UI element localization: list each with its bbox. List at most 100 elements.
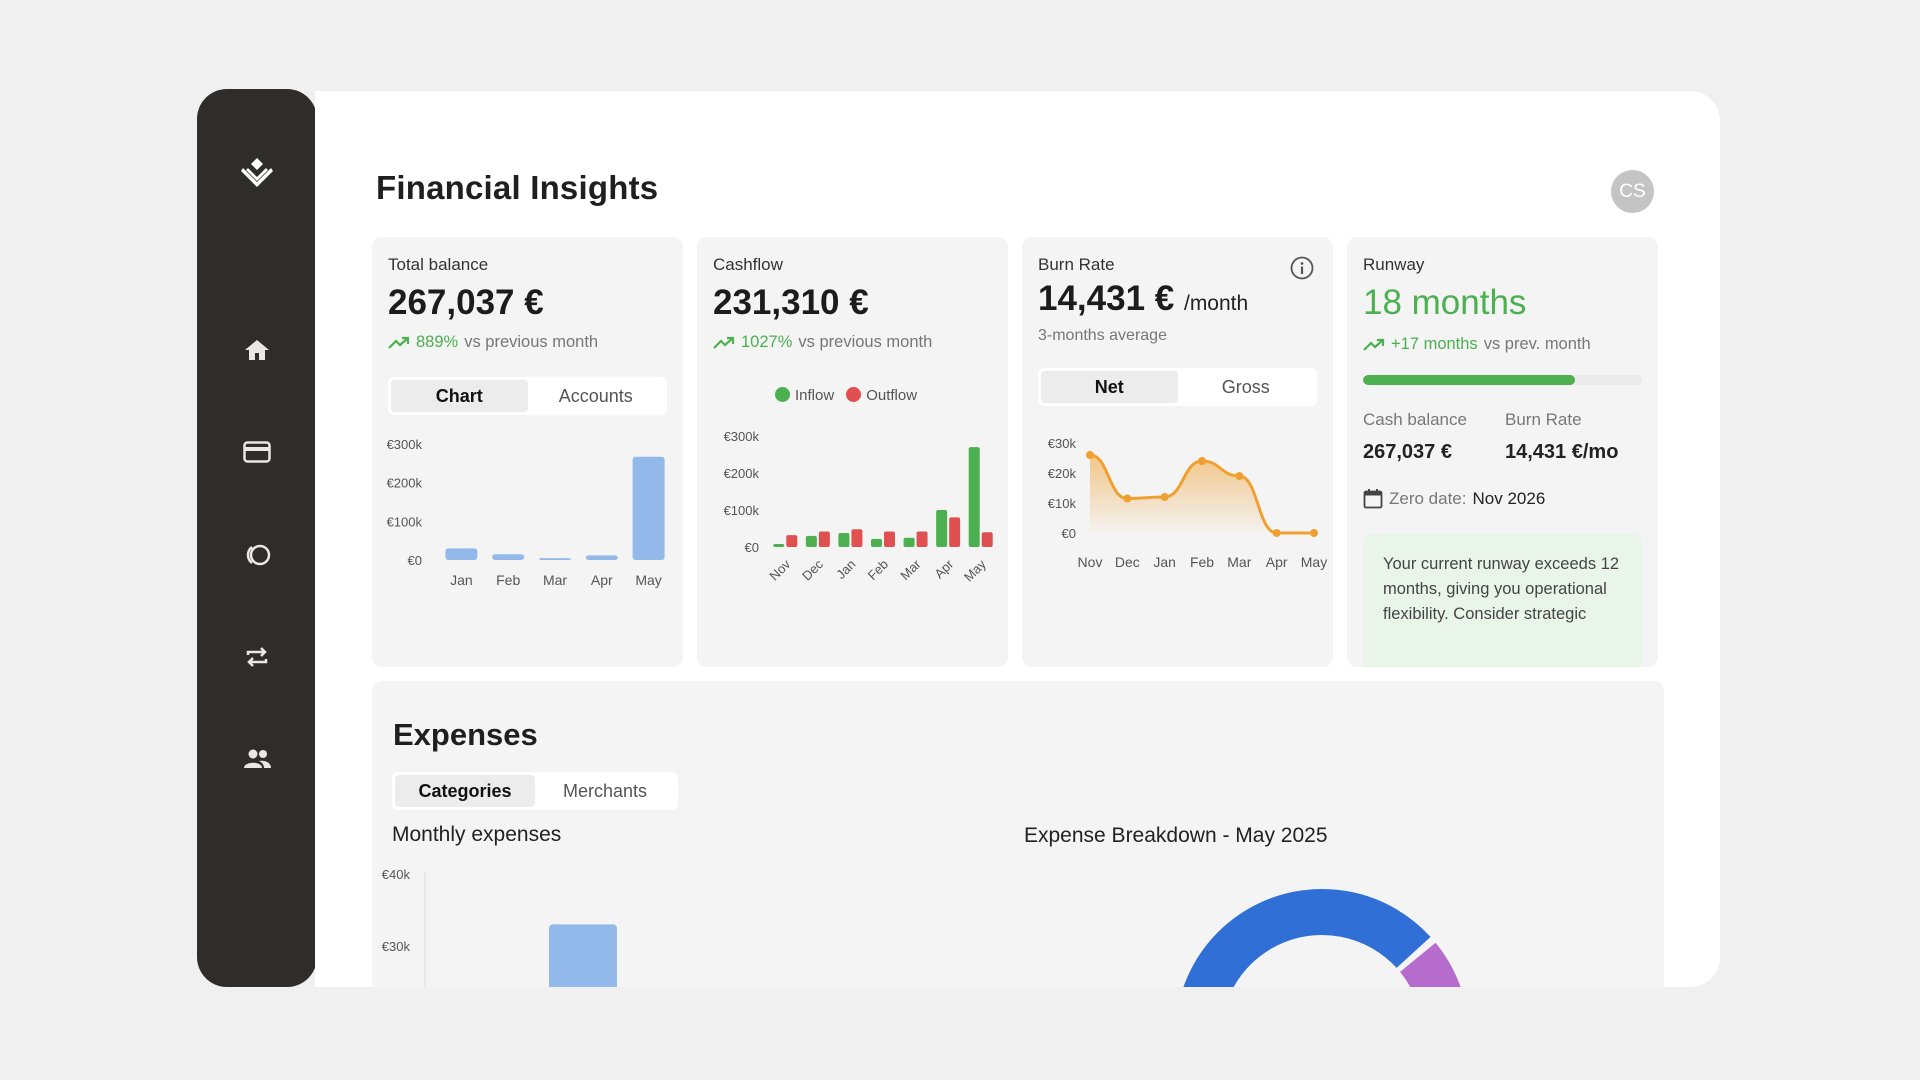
main-content: Financial Insights CS Total balance 267,… xyxy=(315,91,1720,987)
sidebar xyxy=(197,89,317,987)
donut-slice xyxy=(1183,889,1431,987)
burn-rate-chart: €0 €10k €20k €30k Nov Dec Jan Feb Mar Apr May xyxy=(1048,436,1327,570)
expense-breakdown-title: Expense Breakdown - May 2025 xyxy=(1024,824,1328,847)
bar xyxy=(585,555,618,560)
x-tick-label: Jan xyxy=(1153,554,1176,570)
bar xyxy=(539,558,571,560)
x-tick-label: May xyxy=(635,572,661,588)
zero-date-value: Nov 2026 xyxy=(1472,489,1546,508)
x-tick-label: Apr xyxy=(931,556,956,581)
data-point xyxy=(1272,529,1281,537)
delta-pct: 1027% xyxy=(741,333,793,351)
logo-icon[interactable] xyxy=(234,150,280,196)
bar xyxy=(632,456,665,560)
data-point xyxy=(1123,494,1132,503)
inflow-bar xyxy=(805,535,817,547)
inflow-bar xyxy=(936,510,948,547)
outflow-bar xyxy=(884,531,895,547)
burn-subtitle: 3-months average xyxy=(1038,327,1167,344)
people-icon[interactable] xyxy=(234,736,280,782)
tab-net[interactable]: Net xyxy=(1041,371,1178,403)
runway-progress-bar xyxy=(1363,375,1642,385)
total-balance-card: Total balance 267,037 € 889% vs previous… xyxy=(372,237,683,667)
home-icon[interactable] xyxy=(234,327,280,373)
x-tick-label: Feb xyxy=(496,572,520,588)
y-tick-label: €30k xyxy=(1048,436,1077,451)
inflow-bar xyxy=(838,532,850,547)
y-tick-label: €0 xyxy=(1062,526,1076,541)
tab-gross[interactable]: Gross xyxy=(1221,376,1270,397)
expenses-title: Expenses xyxy=(393,717,538,752)
outflow-bar xyxy=(949,517,961,547)
card-value: 14,431 € /month xyxy=(1038,279,1248,319)
card-value: 231,310 € xyxy=(713,283,869,322)
trend-up-icon xyxy=(388,336,410,349)
y-tick-label: €20k xyxy=(1048,466,1077,481)
y-tick-label: €200k xyxy=(724,466,760,481)
x-tick-label: Nov xyxy=(1078,554,1103,570)
legend-outflow[interactable]: Outflow xyxy=(846,387,917,404)
y-tick-label: €30k xyxy=(382,939,411,954)
legend-outflow-label: Outflow xyxy=(866,387,918,404)
info-icon[interactable] xyxy=(1289,255,1315,281)
legend-inflow-label: Inflow xyxy=(795,387,835,404)
delta-row: +17 months vs prev. month xyxy=(1363,335,1591,354)
runway-card: Runway 18 months +17 months vs prev. mon… xyxy=(1347,237,1658,667)
tab-accounts[interactable]: Accounts xyxy=(558,385,633,406)
monthly-expenses-title: Monthly expenses xyxy=(392,823,562,846)
data-point xyxy=(1310,529,1318,537)
tab-merchants[interactable]: Merchants xyxy=(562,780,648,801)
outflow-bar xyxy=(981,532,993,547)
data-point xyxy=(1235,472,1244,480)
outflow-bar xyxy=(786,535,798,547)
avatar[interactable]: CS xyxy=(1611,170,1654,213)
trend-up-icon xyxy=(1363,338,1385,351)
x-tick-label: Mar xyxy=(1227,554,1251,570)
y-tick-label: €100k xyxy=(387,514,423,529)
delta-text: vs prev. month xyxy=(1483,335,1591,353)
categories-merchants-toggle: Categories Merchants xyxy=(392,772,678,810)
circles-icon[interactable] xyxy=(234,532,280,578)
x-tick-label: Nov xyxy=(766,556,793,583)
card-value: 267,037 € xyxy=(388,283,544,322)
calendar-icon xyxy=(1363,489,1383,509)
bar xyxy=(445,548,478,560)
trend-up-icon xyxy=(713,336,735,349)
burn-rate-label: Burn Rate xyxy=(1505,410,1582,429)
runway-value: 18 months xyxy=(1363,283,1527,322)
tab-chart[interactable]: Chart xyxy=(391,380,528,412)
inflow-bar xyxy=(968,447,980,547)
chart-legend: Inflow Outflow xyxy=(775,387,917,404)
cash-balance-label: Cash balance xyxy=(1363,410,1467,429)
x-tick-label: Mar xyxy=(897,556,924,583)
tab-categories[interactable]: Categories xyxy=(395,775,535,807)
cashflow-chart: €0 €100k €200k €300k Nov Dec Jan Feb Mar Apr May xyxy=(724,429,993,584)
y-tick-label: €200k xyxy=(387,476,423,491)
x-tick-label: Jan xyxy=(833,557,858,582)
repeat-icon[interactable] xyxy=(234,634,280,680)
y-tick-label: €0 xyxy=(408,553,422,568)
runway-progress-fill xyxy=(1363,375,1576,385)
expense-breakdown-chart xyxy=(1183,889,1461,987)
y-tick-label: €300k xyxy=(387,437,423,452)
card-icon[interactable] xyxy=(234,429,280,475)
page-title: Financial Insights xyxy=(376,169,659,206)
cash-balance-value: 267,037 € xyxy=(1363,441,1452,463)
runway-note: Your current runway exceeds 12 months, g… xyxy=(1363,534,1642,667)
inflow-bar xyxy=(871,538,882,547)
area-fill xyxy=(1090,455,1314,533)
delta-row: 1027% vs previous month xyxy=(713,333,932,352)
net-gross-toggle: Net Gross xyxy=(1038,368,1317,406)
app-frame: Financial Insights CS Total balance 267,… xyxy=(197,89,1720,987)
data-point xyxy=(1160,493,1169,501)
burn-rate-card: Burn Rate 14,431 € /month 3-months avera… xyxy=(1022,237,1333,667)
y-tick-label: €10k xyxy=(1048,496,1077,511)
x-tick-label: Feb xyxy=(1190,554,1214,570)
inflow-bar xyxy=(903,537,915,547)
y-tick-label: €300k xyxy=(724,429,760,444)
burn-rate-value: 14,431 €/mo xyxy=(1505,441,1619,463)
data-point xyxy=(1198,457,1206,465)
x-tick-label: May xyxy=(1301,554,1327,570)
burn-value: 14,431 € xyxy=(1038,279,1175,318)
legend-inflow[interactable]: Inflow xyxy=(775,387,834,404)
